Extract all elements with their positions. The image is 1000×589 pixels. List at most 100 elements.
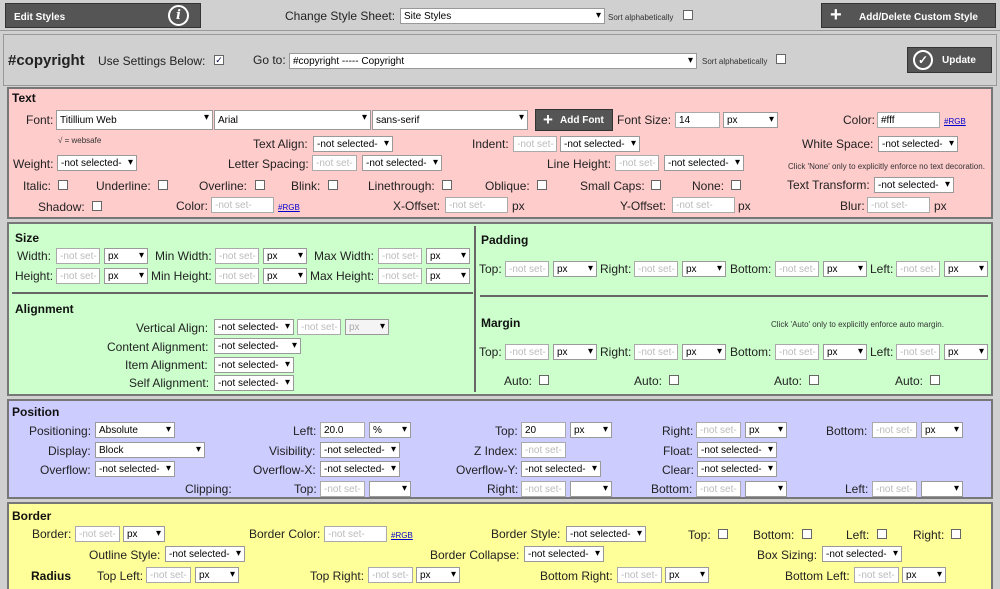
edit-styles-button[interactable]: Edit Styles i xyxy=(5,3,201,28)
radius-bottom-left-input[interactable]: -not set- xyxy=(854,567,899,583)
margin-left-unit-select[interactable]: px xyxy=(944,344,988,360)
padding-bottom-input[interactable]: -not set- xyxy=(775,261,819,277)
clear-select[interactable]: -not selected- xyxy=(697,461,777,477)
min-height-input[interactable]: -not set- xyxy=(215,268,259,284)
font-select-1[interactable]: Titillium Web xyxy=(56,110,213,130)
padding-left-unit-select[interactable]: px xyxy=(944,261,988,277)
position-right-unit-select[interactable]: px xyxy=(745,422,787,438)
radius-top-right-input[interactable]: -not set- xyxy=(368,567,413,583)
clip-top-input[interactable]: -not set- xyxy=(320,481,365,497)
width-unit-select[interactable]: px xyxy=(104,248,148,264)
none-checkbox[interactable] xyxy=(731,180,741,190)
text-align-select[interactable]: -not selected- xyxy=(313,136,393,152)
self-alignment-select[interactable]: -not selected- xyxy=(214,375,294,391)
padding-top-input[interactable]: -not set- xyxy=(505,261,549,277)
underline-checkbox[interactable] xyxy=(158,180,168,190)
font-size-input[interactable]: 14 xyxy=(675,112,720,128)
border-style-select[interactable]: -not selected- xyxy=(566,526,646,542)
white-space-select[interactable]: -not selected- xyxy=(878,136,958,152)
radius-top-left-unit-select[interactable]: px xyxy=(195,567,239,583)
radius-bottom-left-unit-select[interactable]: px xyxy=(902,567,946,583)
border-right-checkbox[interactable] xyxy=(951,529,961,539)
position-left-input[interactable]: 20.0 xyxy=(320,422,365,438)
clip-right-unit-select[interactable] xyxy=(570,481,612,497)
margin-bottom-unit-select[interactable]: px xyxy=(823,344,867,360)
margin-top-auto-checkbox[interactable] xyxy=(539,375,549,385)
add-delete-custom-style-button[interactable]: + Add/Delete Custom Style xyxy=(821,3,996,28)
clip-left-input[interactable]: -not set- xyxy=(872,481,917,497)
small-caps-checkbox[interactable] xyxy=(651,180,661,190)
max-width-input[interactable]: -not set- xyxy=(378,248,422,264)
vertical-align-input[interactable]: -not set- xyxy=(297,319,341,335)
margin-left-input[interactable]: -not set- xyxy=(896,344,940,360)
info-icon[interactable]: i xyxy=(168,5,189,26)
height-input[interactable]: -not set- xyxy=(56,268,100,284)
text-color-rgb-link[interactable]: #RGB xyxy=(944,117,966,126)
padding-right-unit-select[interactable]: px xyxy=(682,261,726,277)
float-select[interactable]: -not selected- xyxy=(697,442,777,458)
style-sheet-select[interactable]: Site Styles xyxy=(400,8,605,24)
border-color-rgb-link[interactable]: #RGB xyxy=(391,531,413,540)
zindex-input[interactable]: -not set- xyxy=(521,442,566,458)
clip-bottom-input[interactable]: -not set- xyxy=(696,481,741,497)
overflow-x-select[interactable]: -not selected- xyxy=(320,461,400,477)
radius-bottom-right-input[interactable]: -not set- xyxy=(617,567,662,583)
border-collapse-select[interactable]: -not selected- xyxy=(524,546,604,562)
outline-style-select[interactable]: -not selected- xyxy=(165,546,245,562)
content-alignment-select[interactable]: -not selected- xyxy=(214,338,301,354)
position-top-unit-select[interactable]: px xyxy=(570,422,612,438)
oblique-checkbox[interactable] xyxy=(537,180,547,190)
add-font-button[interactable]: + Add Font xyxy=(535,109,613,131)
margin-right-input[interactable]: -not set- xyxy=(634,344,678,360)
shadow-color-input[interactable]: -not set- xyxy=(211,197,274,213)
radius-top-left-input[interactable]: -not set- xyxy=(146,567,191,583)
sort-alpha-checkbox-goto[interactable] xyxy=(776,54,786,64)
positioning-select[interactable]: Absolute xyxy=(95,422,175,438)
position-bottom-input[interactable]: -not set- xyxy=(872,422,917,438)
margin-right-auto-checkbox[interactable] xyxy=(669,375,679,385)
border-color-input[interactable]: -not set- xyxy=(324,526,387,542)
border-bottom-checkbox[interactable] xyxy=(802,529,812,539)
blink-checkbox[interactable] xyxy=(328,180,338,190)
border-width-input[interactable]: -not set- xyxy=(75,526,120,542)
letter-spacing-input[interactable]: -not set- xyxy=(312,155,357,171)
border-top-checkbox[interactable] xyxy=(718,529,728,539)
position-top-input[interactable]: 20 xyxy=(521,422,566,438)
x-offset-input[interactable]: -not set- xyxy=(445,197,508,213)
use-settings-checkbox[interactable]: ✓ xyxy=(214,55,224,65)
vertical-align-unit-select[interactable]: px xyxy=(345,319,389,335)
position-right-input[interactable]: -not set- xyxy=(696,422,741,438)
clip-top-unit-select[interactable] xyxy=(369,481,411,497)
radius-top-right-unit-select[interactable]: px xyxy=(416,567,460,583)
letter-spacing-unit-select[interactable]: -not selected- xyxy=(362,155,442,171)
clip-bottom-unit-select[interactable] xyxy=(745,481,787,497)
display-select[interactable]: Block xyxy=(95,442,205,458)
margin-left-auto-checkbox[interactable] xyxy=(930,375,940,385)
margin-top-input[interactable]: -not set- xyxy=(505,344,549,360)
padding-left-input[interactable]: -not set- xyxy=(896,261,940,277)
clip-right-input[interactable]: -not set- xyxy=(521,481,566,497)
clip-left-unit-select[interactable] xyxy=(921,481,963,497)
padding-top-unit-select[interactable]: px xyxy=(553,261,597,277)
margin-right-unit-select[interactable]: px xyxy=(682,344,726,360)
width-input[interactable]: -not set- xyxy=(56,248,100,264)
max-width-unit-select[interactable]: px xyxy=(426,248,470,264)
min-width-unit-select[interactable]: px xyxy=(263,248,307,264)
min-height-unit-select[interactable]: px xyxy=(263,268,307,284)
overline-checkbox[interactable] xyxy=(255,180,265,190)
margin-bottom-auto-checkbox[interactable] xyxy=(809,375,819,385)
vertical-align-select[interactable]: -not selected- xyxy=(214,319,294,335)
goto-select[interactable]: #copyright ----- Copyright xyxy=(289,53,697,69)
padding-right-input[interactable]: -not set- xyxy=(634,261,678,277)
font-size-unit-select[interactable]: px xyxy=(723,112,778,128)
shadow-color-rgb-link[interactable]: #RGB xyxy=(278,203,300,212)
indent-unit-select[interactable]: -not selected- xyxy=(560,136,640,152)
visibility-select[interactable]: -not selected- xyxy=(320,442,400,458)
text-transform-select[interactable]: -not selected- xyxy=(874,177,954,193)
line-height-unit-select[interactable]: -not selected- xyxy=(664,155,744,171)
text-color-input[interactable]: #fff xyxy=(877,112,940,128)
box-sizing-select[interactable]: -not selected- xyxy=(822,546,902,562)
max-height-input[interactable]: -not set- xyxy=(378,268,422,284)
padding-bottom-unit-select[interactable]: px xyxy=(823,261,867,277)
y-offset-input[interactable]: -not set- xyxy=(672,197,735,213)
